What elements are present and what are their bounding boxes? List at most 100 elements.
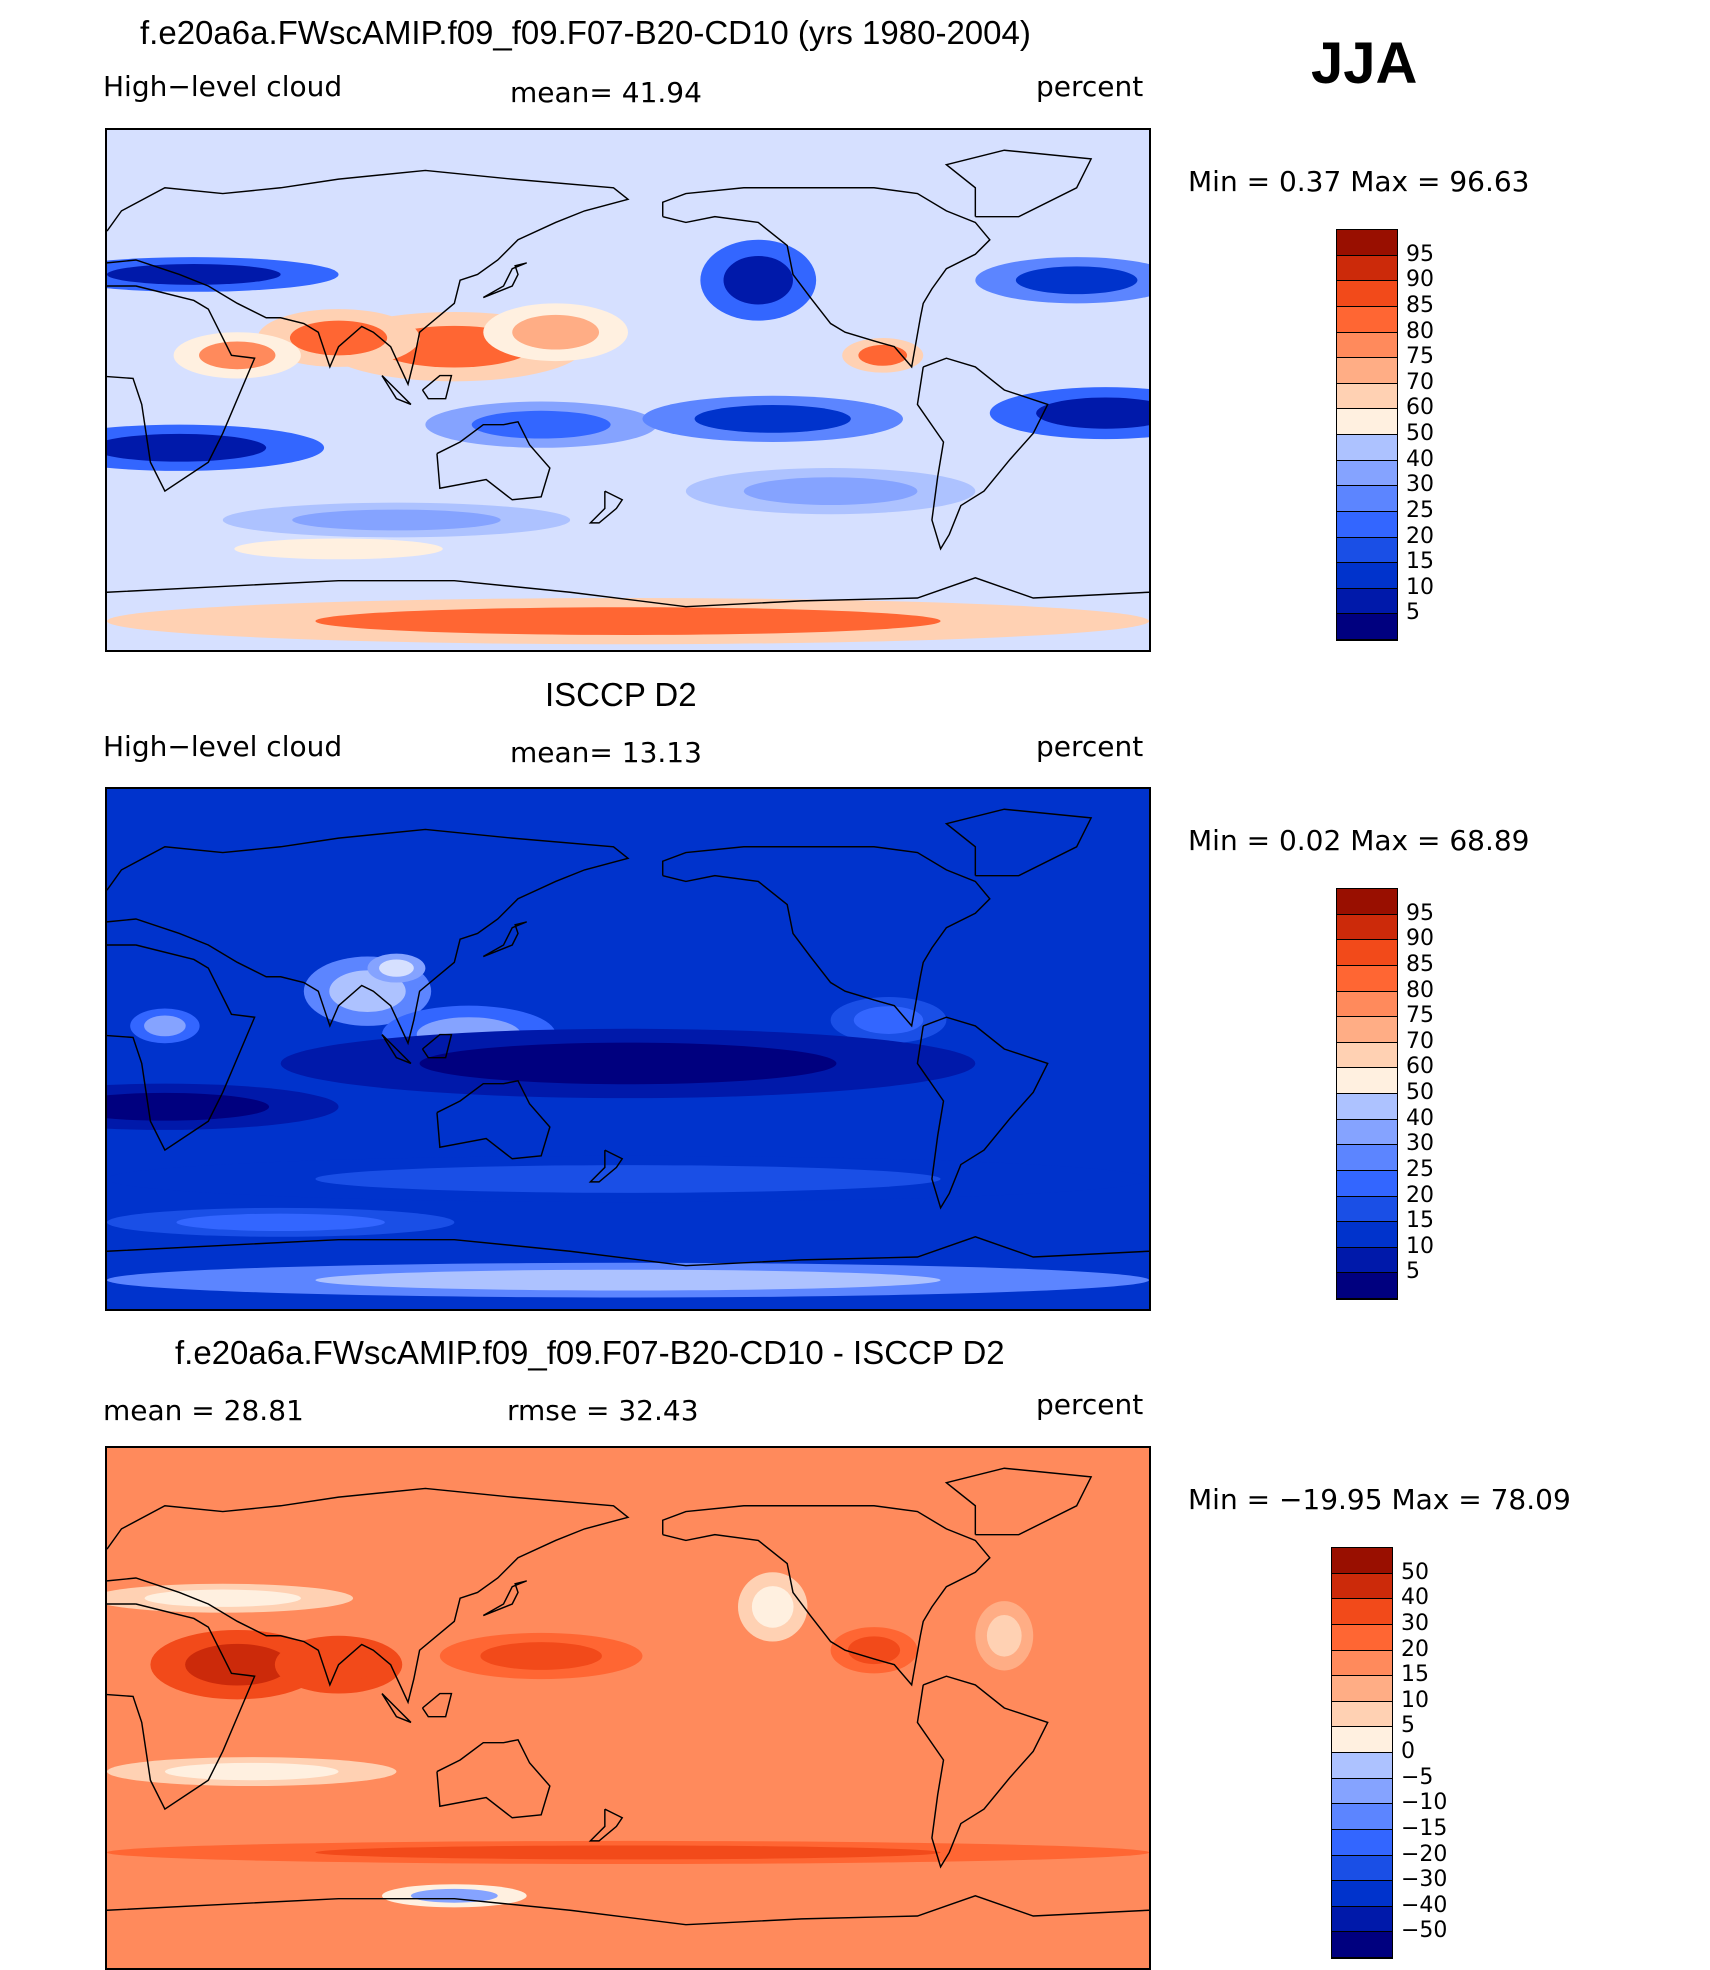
colorbar-tick-label: 80 <box>1406 977 1434 1003</box>
coastline-0 <box>107 285 256 493</box>
colorbar-tick-label: −20 <box>1401 1841 1448 1867</box>
contour-region-9-1 <box>315 1845 941 1860</box>
colorbar-tick-label: 50 <box>1406 1080 1434 1105</box>
colorbar-cell <box>1337 1119 1397 1146</box>
contour-region-5-1 <box>419 1042 837 1085</box>
coastline-4 <box>916 1016 1049 1210</box>
colorbar-tick-label: −5 <box>1401 1764 1434 1790</box>
panel-1-colorbar <box>1336 229 1398 641</box>
colorbar-cell <box>1332 1573 1392 1600</box>
colorbar-tick-label: 90 <box>1406 926 1434 952</box>
colorbar-cell <box>1332 1599 1392 1625</box>
colorbar-tick-label: 70 <box>1406 1028 1434 1054</box>
colorbar-cell <box>1337 1068 1397 1094</box>
colorbar-cell <box>1337 1196 1397 1223</box>
contour-region-7-1 <box>315 1269 941 1291</box>
contour-region-7-1 <box>694 405 851 433</box>
panel-2-mean-label: mean= 13.13 <box>510 736 702 769</box>
colorbar-tick-label: 75 <box>1406 1003 1434 1029</box>
colorbar-cell <box>1332 1881 1392 1907</box>
coastline-2 <box>436 1079 551 1160</box>
colorbar-tick-label: 10 <box>1406 574 1434 600</box>
panel-1-mean-label: mean= 41.94 <box>510 76 702 109</box>
colorbar-cell <box>1337 486 1397 512</box>
colorbar-cell <box>1337 1145 1397 1171</box>
contour-region-0-1 <box>185 1643 290 1686</box>
colorbar-cell <box>1332 1650 1392 1677</box>
panel-3-mean-label: mean = 28.81 <box>103 1394 304 1427</box>
colorbar-cell <box>1332 1701 1392 1728</box>
colorbar-cell <box>1337 383 1397 410</box>
colorbar-tick-label: 85 <box>1406 292 1434 318</box>
colorbar-cell <box>1332 1753 1392 1779</box>
colorbar-tick-label: 0 <box>1401 1739 1415 1764</box>
coastline-1 <box>107 828 630 1046</box>
colorbar-tick-label: 95 <box>1406 900 1434 926</box>
colorbar-tick-label: 25 <box>1406 497 1434 523</box>
panel-1-title: f.e20a6a.FWscAMIP.f09_f09.F07-B20-CD10 (… <box>140 14 1031 51</box>
panel-1-minmax: Min = 0.37 Max = 96.63 <box>1188 165 1530 198</box>
colorbar-cell <box>1332 1932 1392 1958</box>
coastline-5 <box>944 1467 1093 1536</box>
coastline-0 <box>107 944 256 1152</box>
panel-3-minmax: Min = −19.95 Max = 78.09 <box>1188 1483 1571 1516</box>
panel-1-left-label: High−level cloud <box>103 70 343 103</box>
contour-region-14-1 <box>292 509 501 531</box>
coastline-7 <box>482 262 527 299</box>
coastline-9 <box>421 374 453 400</box>
colorbar-cell <box>1337 409 1397 435</box>
colorbar-tick-label: 30 <box>1401 1610 1429 1636</box>
colorbar-cell <box>1337 1170 1397 1197</box>
colorbar-tick-label: 10 <box>1406 1233 1434 1259</box>
colorbar-tick-label: 75 <box>1406 344 1434 370</box>
colorbar-cell <box>1337 940 1397 966</box>
contour-region-2-1 <box>480 1642 602 1670</box>
colorbar-tick-label: 20 <box>1406 523 1434 549</box>
colorbar-cell <box>1332 1778 1392 1805</box>
colorbar-cell <box>1337 306 1397 333</box>
panel-3-map <box>105 1446 1151 1970</box>
colorbar-tick-label: −50 <box>1401 1918 1448 1944</box>
coastline-5 <box>944 808 1093 877</box>
contour-region-6-1 <box>471 410 611 439</box>
contour-region-3-1 <box>144 1015 186 1037</box>
coastline-2 <box>436 420 551 501</box>
colorbar-tick-label: 60 <box>1406 395 1434 421</box>
coastline-6 <box>107 1895 1149 1926</box>
contour-region-12-1 <box>234 538 443 560</box>
contour-region-4-1 <box>858 344 908 366</box>
colorbar-tick-label: 20 <box>1401 1636 1429 1662</box>
colorbar-cell <box>1337 281 1397 307</box>
colorbar-cell <box>1337 460 1397 487</box>
colorbar-tick-label: 20 <box>1406 1182 1434 1208</box>
colorbar-cell <box>1337 230 1397 256</box>
colorbar-tick-label: 40 <box>1406 446 1434 472</box>
coastline-9 <box>421 1033 453 1059</box>
panel-1-map <box>105 128 1151 652</box>
contour-region-10-1 <box>723 255 793 305</box>
panel-2-colorbar <box>1336 888 1398 1300</box>
colorbar-cell <box>1337 563 1397 589</box>
panel-3-units: percent <box>1036 1388 1144 1421</box>
panel-3-rmse-label: rmse = 32.43 <box>507 1394 699 1427</box>
colorbar-cell <box>1337 537 1397 564</box>
colorbar-tick-label: 50 <box>1406 421 1434 446</box>
contour-region-8-1 <box>410 1888 498 1903</box>
colorbar-cell <box>1337 435 1397 461</box>
coastline-6 <box>107 577 1149 608</box>
contour-region-9-1 <box>176 1213 385 1231</box>
panel-3-colorbar <box>1331 1547 1393 1959</box>
colorbar-tick-label: 25 <box>1406 1156 1434 1182</box>
colorbar-cell <box>1337 1222 1397 1248</box>
colorbar-cell <box>1332 1727 1392 1753</box>
contour-region-8-1 <box>1036 397 1149 429</box>
colorbar-cell <box>1332 1906 1392 1933</box>
contour-region-1-1 <box>379 959 414 977</box>
colorbar-tick-label: 5 <box>1401 1713 1415 1739</box>
contour-region-13-1 <box>315 607 941 635</box>
colorbar-cell <box>1337 889 1397 915</box>
colorbar-tick-label: 30 <box>1406 472 1434 498</box>
panel-2-minmax: Min = 0.02 Max = 68.89 <box>1188 824 1530 857</box>
colorbar-tick-label: 15 <box>1401 1662 1429 1688</box>
colorbar-cell <box>1337 914 1397 941</box>
